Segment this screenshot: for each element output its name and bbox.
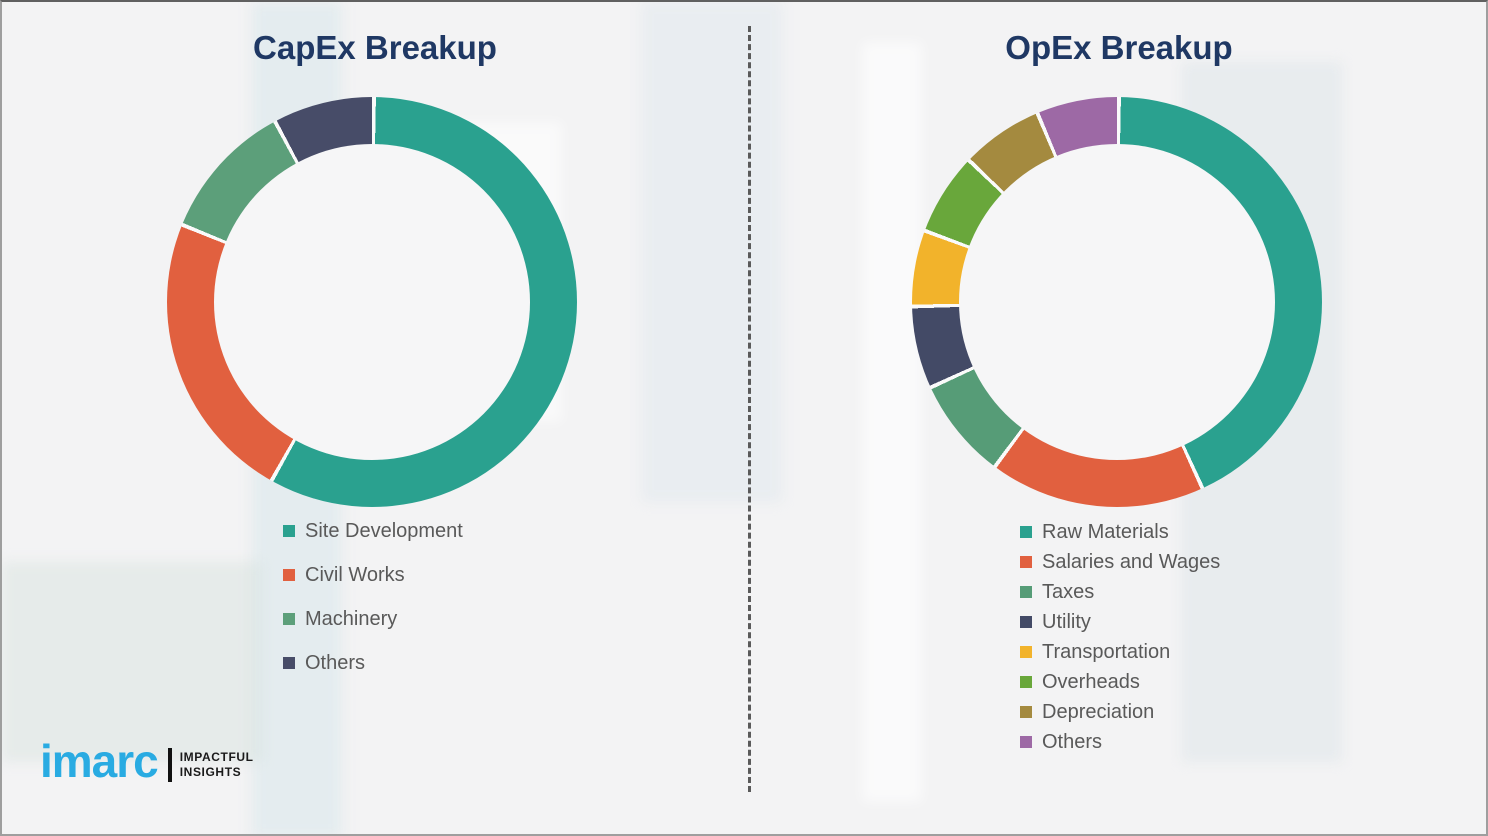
legend-label: Others xyxy=(1042,731,1103,753)
legend-item: Machinery xyxy=(283,597,463,641)
legend-swatch xyxy=(1020,526,1032,538)
legend-item: Others xyxy=(283,641,463,685)
legend-item: Others xyxy=(1020,727,1220,757)
opex-legend: Raw Materials Salaries and Wages Taxes Util… xyxy=(1020,517,1220,757)
legend-item: Depreciation xyxy=(1020,697,1220,727)
logo-tagline: IMPACTFUL INSIGHTS xyxy=(180,750,254,780)
legend-swatch xyxy=(283,569,295,581)
legend-item: Overheads xyxy=(1020,667,1220,697)
legend-swatch xyxy=(283,613,295,625)
legend-swatch xyxy=(1020,646,1032,658)
legend-item: Taxes xyxy=(1020,577,1220,607)
logo-tagline-line2: INSIGHTS xyxy=(179,765,242,779)
legend-swatch xyxy=(1020,706,1032,718)
vertical-dashed-divider xyxy=(748,26,751,792)
legend-swatch xyxy=(1020,676,1032,688)
legend-item: Raw Materials xyxy=(1020,517,1220,547)
logo-divider-bar xyxy=(167,748,172,782)
legend-item: Transportation xyxy=(1020,637,1220,667)
opex-donut-chart xyxy=(912,97,1322,507)
legend-swatch xyxy=(1020,556,1032,568)
imarc-logo-wordmark: imarc xyxy=(40,735,159,787)
capex-legend: Site Development Civil Works Machinery Othe… xyxy=(283,509,463,685)
legend-label: Raw Materials xyxy=(1042,521,1169,543)
legend-label: Depreciation xyxy=(1042,701,1155,723)
legend-item: Civil Works xyxy=(283,553,463,597)
legend-label: Transportation xyxy=(1042,641,1171,663)
capex-donut-hole xyxy=(214,144,530,460)
legend-swatch xyxy=(283,657,295,669)
legend-swatch xyxy=(283,525,295,537)
imarc-logo: imarc IMPACTFUL INSIGHTS xyxy=(40,738,254,784)
capex-donut-chart xyxy=(167,97,577,507)
legend-swatch xyxy=(1020,616,1032,628)
legend-item: Utility xyxy=(1020,607,1220,637)
legend-label: Utility xyxy=(1042,611,1091,633)
legend-label: Salaries and Wages xyxy=(1042,551,1221,573)
logo-tagline-line1: IMPACTFUL xyxy=(179,750,254,764)
legend-swatch xyxy=(1020,736,1032,748)
legend-label: Taxes xyxy=(1042,581,1095,603)
legend-item: Site Development xyxy=(283,509,463,553)
legend-swatch xyxy=(1020,586,1032,598)
legend-item: Salaries and Wages xyxy=(1020,547,1220,577)
legend-label: Civil Works xyxy=(305,564,405,586)
legend-label: Others xyxy=(305,652,366,674)
legend-label: Site Development xyxy=(305,520,463,542)
legend-label: Overheads xyxy=(1042,671,1140,693)
opex-donut-hole xyxy=(959,144,1275,460)
capex-chart-title: CapEx Breakup xyxy=(253,29,497,66)
legend-label: Machinery xyxy=(305,608,398,630)
opex-chart-title: OpEx Breakup xyxy=(1005,29,1233,66)
